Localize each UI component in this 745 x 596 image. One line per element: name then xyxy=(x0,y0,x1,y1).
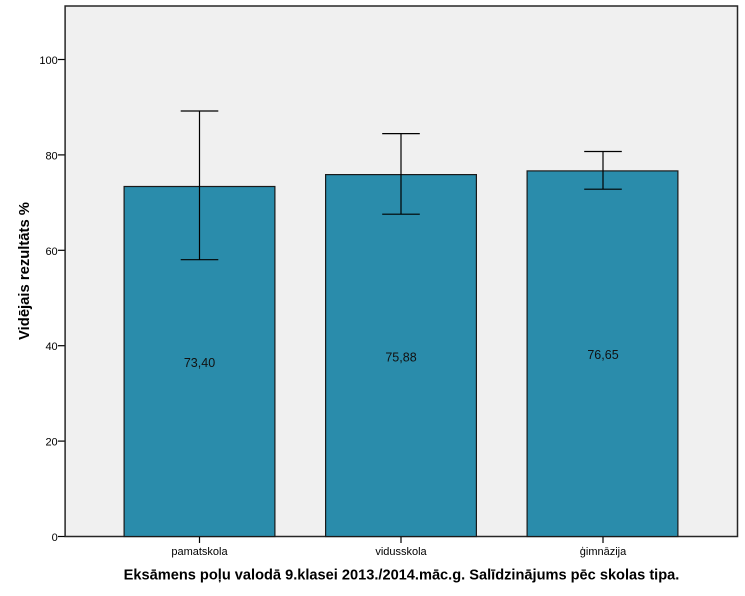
svg-text:20: 20 xyxy=(45,437,57,449)
svg-text:100: 100 xyxy=(39,55,57,67)
svg-text:pamatskola: pamatskola xyxy=(171,546,228,558)
svg-text:vidusskola: vidusskola xyxy=(375,546,427,558)
svg-text:80: 80 xyxy=(45,150,57,162)
svg-text:73,40: 73,40 xyxy=(184,356,215,370)
svg-text:Vidējais rezultāts %: Vidējais rezultāts % xyxy=(17,202,33,340)
svg-text:Eksāmens poļu valodā 9.klasei: Eksāmens poļu valodā 9.klasei 2013./2014… xyxy=(124,568,680,584)
svg-text:0: 0 xyxy=(52,532,58,544)
svg-text:40: 40 xyxy=(45,341,57,353)
svg-text:60: 60 xyxy=(45,246,57,258)
svg-text:75,88: 75,88 xyxy=(385,351,416,365)
svg-text:76,65: 76,65 xyxy=(587,348,618,362)
svg-text:ģimnāzija: ģimnāzija xyxy=(580,545,627,558)
